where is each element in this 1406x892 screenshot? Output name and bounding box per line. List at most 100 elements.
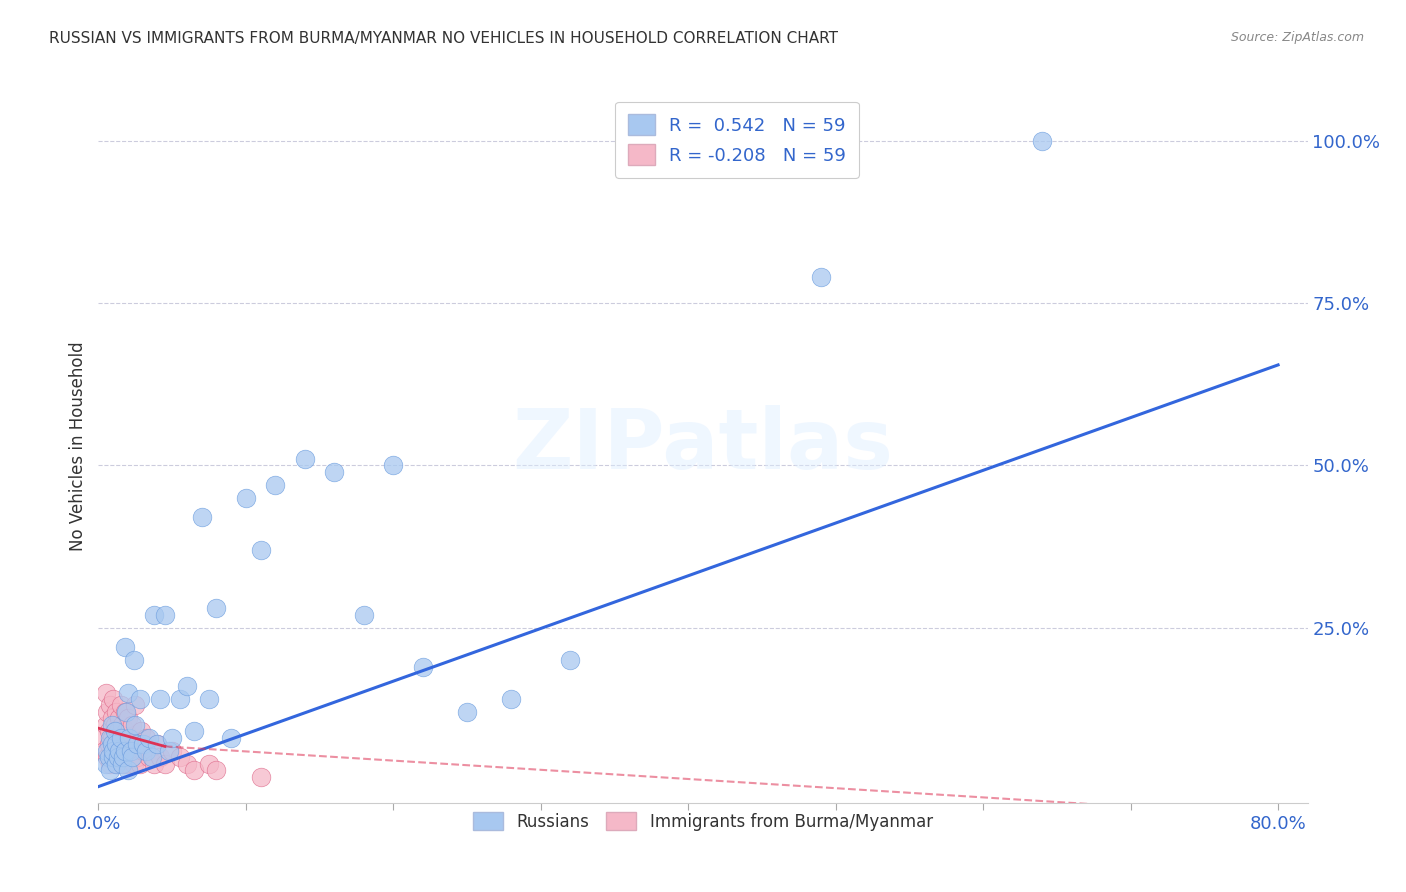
Point — [128, 756, 150, 771]
Point — [122, 653, 145, 667]
Point — [97, 724, 120, 739]
Point — [111, 718, 134, 732]
Point — [91, 731, 114, 745]
Point — [112, 731, 135, 745]
Point — [141, 750, 163, 764]
Point — [115, 705, 138, 719]
Point — [169, 692, 191, 706]
Point — [146, 738, 169, 752]
Point — [169, 750, 191, 764]
Point — [121, 718, 143, 732]
Point — [114, 705, 136, 719]
Point — [107, 750, 129, 764]
Point — [129, 724, 152, 739]
Point — [117, 711, 139, 725]
Point — [94, 756, 117, 771]
Point — [157, 744, 180, 758]
Point — [96, 750, 118, 764]
Point — [560, 653, 582, 667]
Text: RUSSIAN VS IMMIGRANTS FROM BURMA/MYANMAR NO VEHICLES IN HOUSEHOLD CORRELATION CH: RUSSIAN VS IMMIGRANTS FROM BURMA/MYANMAR… — [49, 31, 838, 46]
Point — [110, 750, 132, 764]
Point — [115, 744, 138, 758]
Point — [138, 731, 160, 745]
Point — [101, 744, 124, 758]
Point — [125, 750, 148, 764]
Point — [97, 738, 120, 752]
Point — [501, 692, 523, 706]
Point — [101, 750, 124, 764]
Point — [105, 738, 128, 752]
Point — [128, 692, 150, 706]
Point — [1031, 134, 1053, 148]
Point — [412, 659, 434, 673]
Point — [108, 744, 131, 758]
Point — [108, 744, 131, 758]
Point — [104, 724, 127, 739]
Point — [176, 756, 198, 771]
Point — [122, 756, 145, 771]
Point — [118, 731, 141, 745]
Point — [124, 718, 146, 732]
Point — [198, 692, 221, 706]
Point — [235, 491, 257, 505]
Point — [183, 764, 205, 778]
Text: ZIPatlas: ZIPatlas — [513, 406, 893, 486]
Point — [120, 744, 142, 758]
Point — [108, 711, 131, 725]
Legend: Russians, Immigrants from Burma/Myanmar: Russians, Immigrants from Burma/Myanmar — [467, 805, 939, 838]
Point — [205, 764, 228, 778]
Point — [111, 756, 134, 771]
Point — [117, 685, 139, 699]
Point — [135, 731, 157, 745]
Point — [127, 738, 149, 752]
Point — [135, 744, 157, 758]
Point — [120, 744, 142, 758]
Point — [107, 756, 129, 771]
Point — [121, 750, 143, 764]
Point — [249, 770, 271, 784]
Point — [110, 698, 132, 713]
Point — [118, 750, 141, 764]
Point — [382, 458, 405, 473]
Point — [131, 744, 153, 758]
Point — [114, 744, 136, 758]
Point — [100, 731, 122, 745]
Point — [143, 756, 166, 771]
Point — [97, 750, 120, 764]
Point — [146, 738, 169, 752]
Point — [105, 705, 128, 719]
Point — [96, 705, 118, 719]
Point — [149, 750, 172, 764]
Point — [153, 756, 176, 771]
Point — [98, 698, 121, 713]
Point — [96, 744, 118, 758]
Point — [115, 724, 138, 739]
Point — [120, 731, 142, 745]
Point — [112, 756, 135, 771]
Point — [101, 744, 124, 758]
Point — [100, 718, 122, 732]
Point — [104, 718, 127, 732]
Point — [114, 750, 136, 764]
Point — [98, 764, 121, 778]
Point — [114, 640, 136, 654]
Point — [149, 692, 172, 706]
Point — [94, 685, 117, 699]
Point — [264, 478, 287, 492]
Point — [98, 756, 121, 771]
Point — [183, 724, 205, 739]
Point — [105, 738, 128, 752]
Point — [105, 756, 128, 771]
Point — [98, 731, 121, 745]
Point — [323, 465, 346, 479]
Point — [93, 744, 115, 758]
Point — [294, 452, 316, 467]
Point — [219, 731, 242, 745]
Point — [111, 744, 134, 758]
Point — [176, 679, 198, 693]
Point — [205, 601, 228, 615]
Point — [100, 711, 122, 725]
Text: Source: ZipAtlas.com: Source: ZipAtlas.com — [1230, 31, 1364, 45]
Point — [810, 270, 832, 285]
Point — [456, 705, 478, 719]
